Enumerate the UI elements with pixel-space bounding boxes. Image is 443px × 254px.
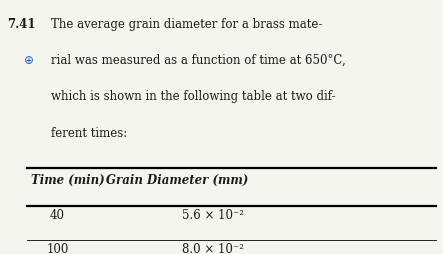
Text: 7.41: 7.41	[7, 18, 35, 31]
Text: Time (min): Time (min)	[31, 174, 105, 187]
Text: 5.6 × 10⁻²: 5.6 × 10⁻²	[182, 209, 244, 222]
Text: Grain Diameter (mm): Grain Diameter (mm)	[106, 174, 248, 187]
Text: 40: 40	[50, 209, 65, 222]
Text: which is shown in the following table at two dif-: which is shown in the following table at…	[51, 90, 335, 103]
Text: ⊕: ⊕	[24, 54, 34, 67]
Text: 8.0 × 10⁻²: 8.0 × 10⁻²	[182, 243, 244, 254]
Text: rial was measured as a function of time at 650°C,: rial was measured as a function of time …	[51, 54, 346, 67]
Text: ferent times:: ferent times:	[51, 127, 127, 140]
Text: The average grain diameter for a brass mate-: The average grain diameter for a brass m…	[51, 18, 323, 31]
Text: 100: 100	[47, 243, 69, 254]
